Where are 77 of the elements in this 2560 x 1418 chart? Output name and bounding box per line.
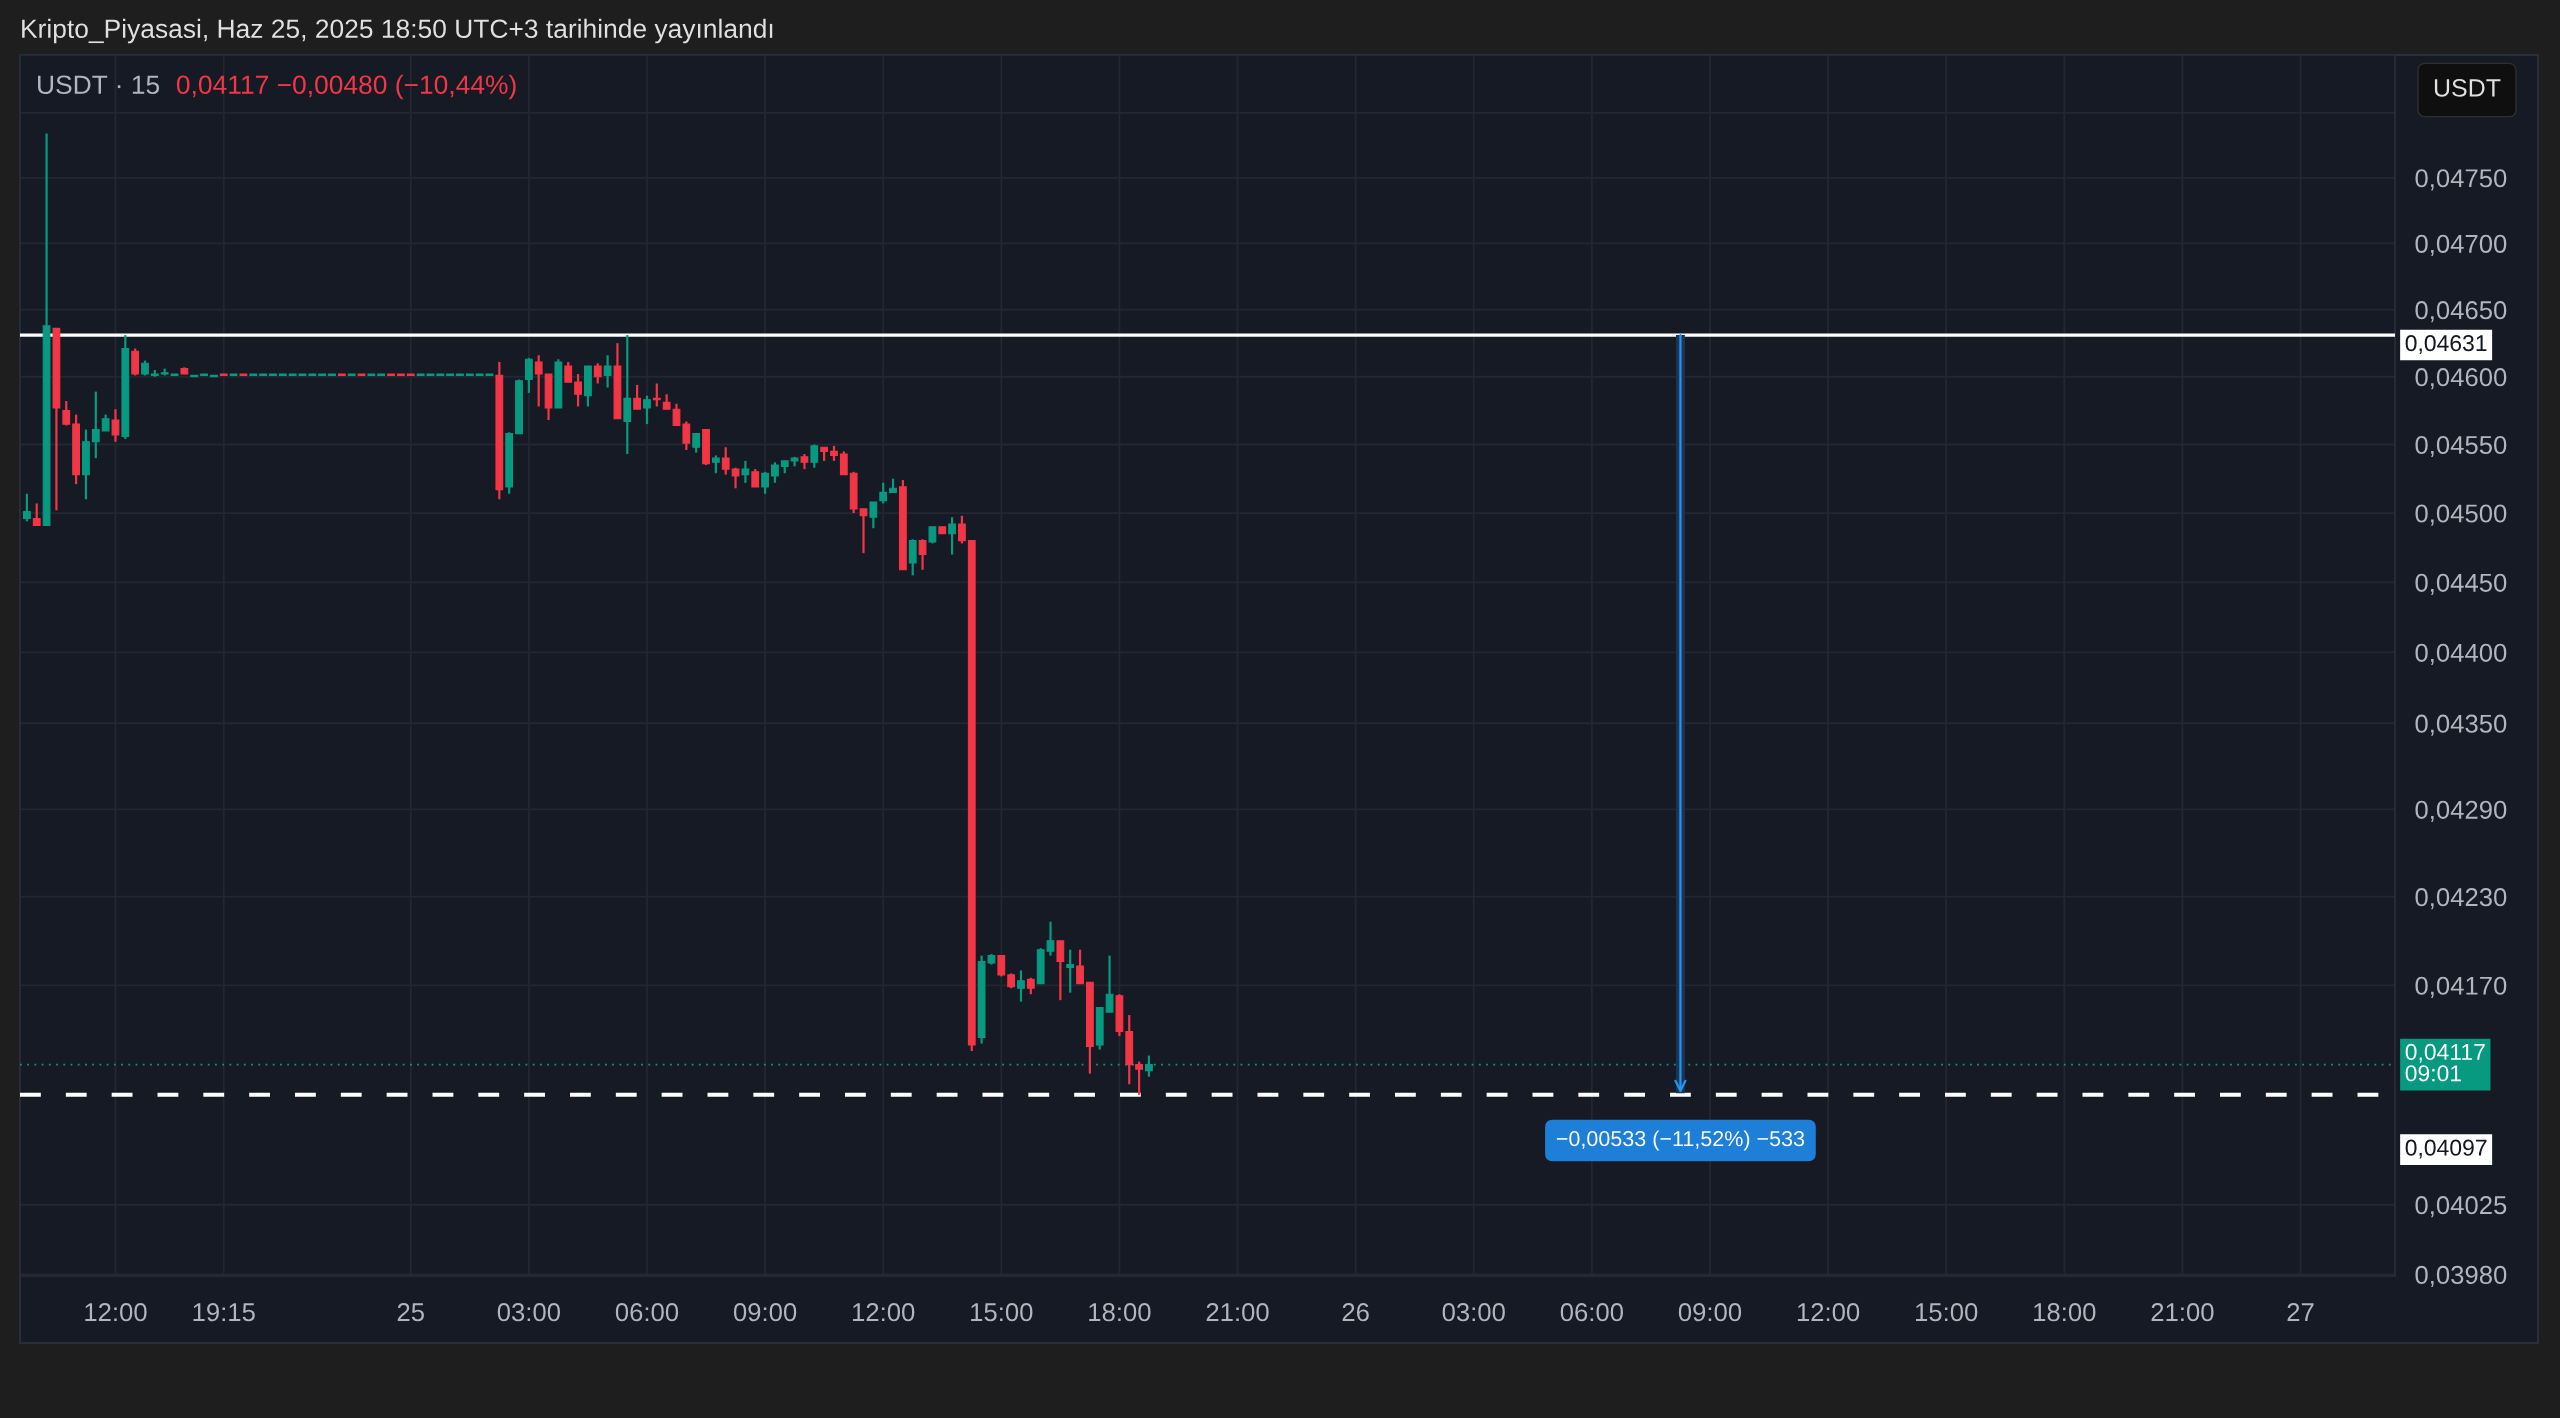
data-label: −0,00533 (−11,52%) −533 [1556,1130,1805,1151]
candlestick [771,461,779,484]
y-tick-label: 0,04025 [2415,1196,2507,1218]
ref-line-label: 0,04097 [2405,1139,2487,1159]
x-tick-label: 12:00 [1797,1303,1860,1322]
chart-title: Kripto_Piyasasi, Haz 25, 2025 18:50 UTC+3 tarihinde yayınlandı [22,18,773,44]
candlestick [643,394,651,426]
x-tick-label: 21:00 [1206,1303,1269,1322]
ref-line-label: 0,04631 [2405,335,2487,354]
candlestick [1056,939,1065,1002]
candlestick [574,372,582,408]
candlestick [869,500,878,530]
candlestick [1017,969,1025,1003]
x-tick-label: 15:00 [1915,1303,1978,1322]
candlestick [741,459,750,484]
x-tick-label: 06:00 [1560,1303,1623,1322]
y-tick-label: 0,04550 [2415,435,2507,458]
x-tick-label: 09:00 [733,1303,797,1322]
candlestick [859,507,868,555]
y-tick-label: 0,04400 [2415,643,2507,665]
y-tick-label: 0,04290 [2415,800,2507,822]
candlestick [91,390,100,460]
x-tick-label: 19:15 [193,1303,255,1322]
candlestick [958,514,966,545]
candlestick [692,432,701,454]
x-tick-label: 18:00 [1089,1303,1151,1322]
y-tick-label: 0,03980 [2415,1265,2507,1288]
candlestick [22,492,31,523]
candlestick [1105,954,1114,1014]
text: USDT [2434,79,2501,97]
candlestick [603,354,612,389]
x-tick-label: 25 [397,1303,424,1322]
candlestick [62,399,71,427]
x-tick-label: 15:00 [971,1303,1033,1322]
x-tick-label: 09:00 [1678,1303,1742,1322]
ref-line-label: 0,04117 09:01 [2405,1043,2485,1082]
candlestick [593,362,602,385]
candlestick [839,450,848,476]
y-tick-label: 0,04650 [2415,301,2507,323]
x-tick-label: 12:00 [853,1303,915,1322]
candlestick [918,538,927,571]
x-tick-label: 03:00 [1442,1303,1505,1322]
y-tick-label: 0,04600 [2415,368,2507,390]
candlestick [1135,1060,1143,1096]
candlestick [682,420,691,452]
candlestick [1076,948,1084,985]
annotation: 0,04117 −0,00480 (−10,44%) [176,74,516,100]
x-tick-label: 26 [1342,1303,1369,1322]
y-tick-label: 0,04350 [2415,714,2507,736]
candlestick [623,334,632,456]
text: USDT · 15 [38,75,160,95]
x-tick-label: 27 [2287,1303,2314,1322]
x-tick-label: 12:00 [85,1303,147,1322]
candlestick [534,354,543,408]
candlestick [524,356,533,395]
y-tick-label: 0,04170 [2415,976,2507,998]
candlestick [721,446,730,476]
x-tick-label: 21:00 [2151,1303,2214,1322]
candlestick [761,470,769,495]
x-tick-label: 03:00 [497,1303,561,1322]
y-tick-label: 0,04230 [2415,888,2507,910]
y-tick-label: 0,04500 [2415,504,2507,526]
candlestick [948,516,956,556]
x-tick-label: 18:00 [2034,1303,2096,1322]
y-tick-label: 0,04700 [2415,234,2507,256]
x-tick-label: 06:00 [615,1303,679,1322]
candlestick [111,408,120,443]
y-tick-label: 0,04750 [2415,169,2507,191]
candlestick [131,347,140,377]
candlestick [908,538,917,577]
candlestick [1046,920,1055,957]
candlestick [1066,948,1075,994]
candlestick [564,360,573,384]
y-tick-label: 0,04450 [2415,573,2507,595]
candlestick [879,481,888,505]
candlestick [32,502,41,527]
candlestick [633,383,642,411]
